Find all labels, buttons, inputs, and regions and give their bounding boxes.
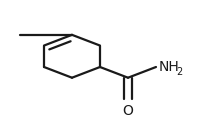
Text: O: O <box>123 104 133 118</box>
Text: NH: NH <box>159 60 180 74</box>
Text: 2: 2 <box>176 67 182 77</box>
